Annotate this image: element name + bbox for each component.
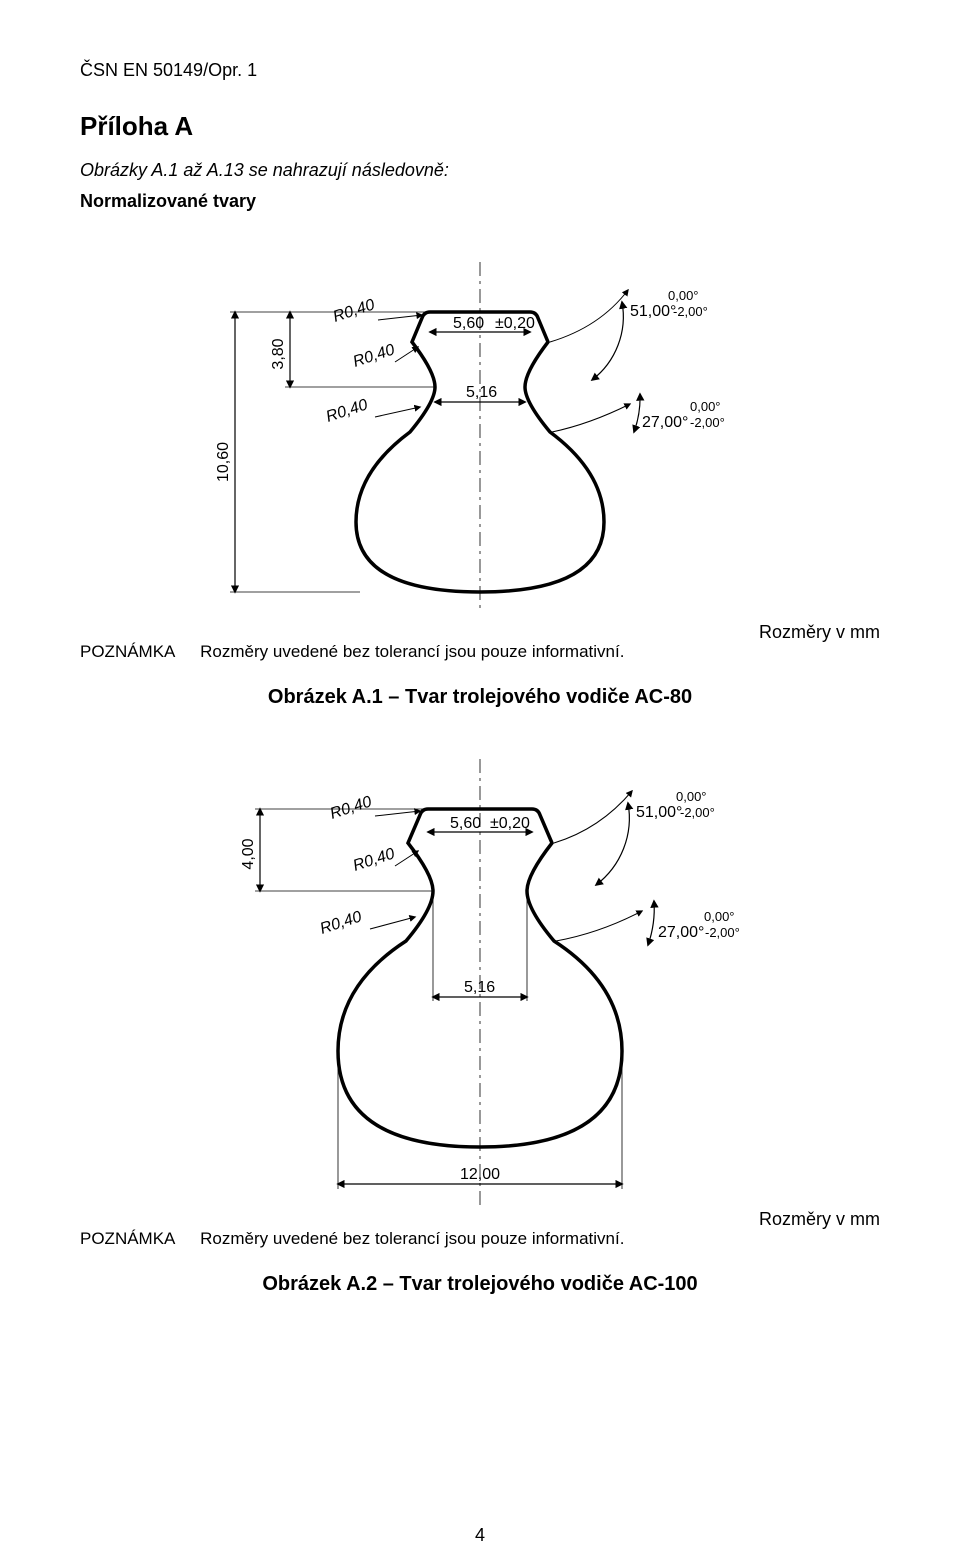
dim-tw-tol: ±0,20 [495, 315, 535, 332]
dim-mwb: 5,16 [464, 979, 495, 996]
figure-a2-caption: Obrázek A.2 – Tvar trolejového vodiče AC… [80, 1273, 880, 1296]
dim-h2: 3,80 [270, 338, 287, 369]
r-b1: R0,40 [328, 793, 374, 822]
ang1-tl: -2,00° [673, 304, 708, 319]
ang2b-tl: -2,00° [705, 925, 740, 940]
r-b3: R0,40 [318, 908, 364, 937]
figure-a2-container: 4,00 R0,40 R0,40 R0,40 5,60 ±0,20 5,16 0… [160, 749, 800, 1219]
ang2b-tu: 0,00° [704, 909, 735, 924]
ang2-tl: -2,00° [690, 415, 725, 430]
note-text-1: Rozměry uvedené bez tolerancí jsou pouze… [200, 642, 624, 661]
figure-a1-svg: 10,60 3,80 R0,40 R0,40 R0,40 5,60 ±0,20 … [160, 232, 800, 632]
ang1-tu: 0,00° [668, 288, 699, 303]
figure-a2-svg: 4,00 R0,40 R0,40 R0,40 5,60 ±0,20 5,16 0… [160, 749, 800, 1219]
ang2b-v: 27,00° [658, 924, 704, 941]
dim-twb: 5,60 [450, 815, 481, 832]
intro-line: Obrázky A.1 až A.13 se nahrazují následo… [80, 160, 880, 181]
r-label-3: R0,40 [324, 396, 370, 425]
ang1-v: 51,00° [630, 303, 676, 320]
units-label-2: Rozměry v mm [759, 1209, 880, 1230]
figure-a1-caption: Obrázek A.1 – Tvar trolejového vodiče AC… [80, 686, 880, 709]
annex-title: Příloha A [80, 111, 880, 142]
units-label-1: Rozměry v mm [759, 622, 880, 643]
subheading: Normalizované tvary [80, 191, 880, 212]
dim-h1b: 4,00 [240, 838, 257, 869]
dim-mw: 5,16 [466, 384, 497, 401]
r-label-2: R0,40 [351, 341, 397, 370]
ang1b-tl: -2,00° [680, 805, 715, 820]
note-label-2: POZNÁMKA [80, 1229, 175, 1249]
dim-tw: 5,60 [453, 315, 484, 332]
note-label-1: POZNÁMKA [80, 642, 175, 662]
note-text-2: Rozměry uvedené bez tolerancí jsou pouze… [200, 1229, 624, 1248]
ang1b-v: 51,00° [636, 804, 682, 821]
note-2: POZNÁMKA Rozměry uvedené bez tolerancí j… [80, 1229, 880, 1249]
ang1b-tu: 0,00° [676, 789, 707, 804]
r-b2: R0,40 [351, 845, 397, 874]
page-number: 4 [0, 1525, 960, 1546]
ang2-v: 27,00° [642, 414, 688, 431]
ang2-tu: 0,00° [690, 399, 721, 414]
document-code: ČSN EN 50149/Opr. 1 [80, 60, 880, 81]
dim-h1: 10,60 [215, 442, 232, 482]
dim-twb-tol: ±0,20 [490, 815, 530, 832]
note-1: POZNÁMKA Rozměry uvedené bez tolerancí j… [80, 642, 880, 662]
dim-bw: 12,00 [460, 1166, 500, 1183]
figure-a1-container: 10,60 3,80 R0,40 R0,40 R0,40 5,60 ±0,20 … [160, 232, 800, 632]
r-label-1: R0,40 [331, 296, 377, 325]
